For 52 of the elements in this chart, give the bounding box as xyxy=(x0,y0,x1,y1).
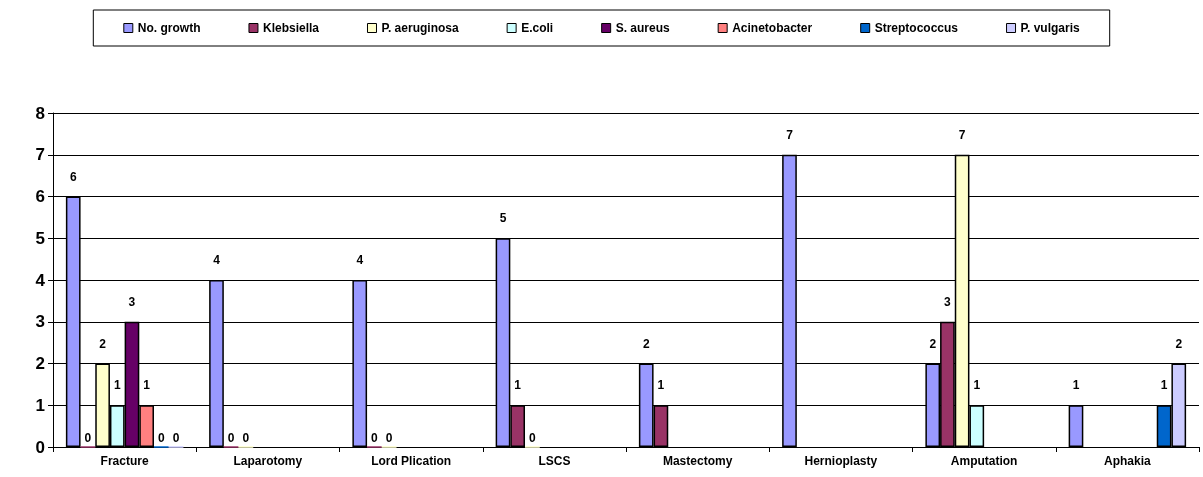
data-label: 2 xyxy=(929,336,937,351)
data-label: 6 xyxy=(69,169,77,184)
legend-label: E.coli xyxy=(521,21,554,35)
data-label: 4 xyxy=(356,253,364,267)
x-tick-label: Fracture xyxy=(100,454,149,468)
data-label: 2 xyxy=(99,336,107,351)
legend-label: S. aureus xyxy=(615,21,670,35)
y-tick-label: 0 xyxy=(35,437,45,457)
y-tick-label: 4 xyxy=(35,270,46,290)
y-tick-label: 8 xyxy=(35,103,45,123)
y-tick-label: 3 xyxy=(35,312,45,332)
x-tick-label: Hernioplasty xyxy=(804,454,878,468)
data-label: 2 xyxy=(1175,336,1183,351)
data-label: 1 xyxy=(657,378,665,393)
x-tick-label: LSCS xyxy=(538,454,571,468)
data-label: 7 xyxy=(958,127,966,142)
x-tick-label: Amputation xyxy=(950,454,1018,468)
data-label: 0 xyxy=(227,430,235,445)
y-tick-label: 5 xyxy=(35,228,45,248)
x-tick-label: Mastectomy xyxy=(662,454,733,468)
data-label: 1 xyxy=(113,378,121,393)
data-label: 1 xyxy=(1072,378,1080,393)
data-label: 5 xyxy=(499,211,507,226)
y-tick-label: 2 xyxy=(35,354,45,373)
data-label: 7 xyxy=(786,127,794,142)
data-label: 0 xyxy=(157,430,165,445)
data-label: 0 xyxy=(385,430,393,445)
data-label: 1 xyxy=(973,378,981,393)
legend-label: P. aeruginosa xyxy=(381,21,459,35)
y-tick-label: 1 xyxy=(35,395,45,415)
x-tick-label: Lord Plication xyxy=(371,454,452,468)
legend-label: Streptococcus xyxy=(874,21,959,35)
legend-label: P. vulgaris xyxy=(1020,21,1081,35)
x-tick-label: Laparotomy xyxy=(233,454,303,468)
legend-label: Acinetobacter xyxy=(732,21,813,35)
data-label: 4 xyxy=(213,253,221,267)
data-label: 0 xyxy=(172,430,180,445)
legend-label: No. growth xyxy=(137,21,201,35)
data-label: 3 xyxy=(128,294,136,309)
data-label: 0 xyxy=(371,430,379,445)
legend-label: Klebsiella xyxy=(262,21,320,35)
data-label: 2 xyxy=(642,336,650,351)
x-tick-label: Aphakia xyxy=(1104,454,1152,468)
data-label: 3 xyxy=(944,294,952,309)
data-label: 0 xyxy=(84,430,92,445)
y-tick-label: 7 xyxy=(35,145,45,165)
data-label: 0 xyxy=(242,430,250,445)
data-label: 1 xyxy=(1160,378,1168,393)
y-tick-label: 6 xyxy=(35,187,45,206)
data-label: 1 xyxy=(514,378,522,393)
data-label: 0 xyxy=(529,430,537,445)
data-label: 1 xyxy=(143,378,151,393)
